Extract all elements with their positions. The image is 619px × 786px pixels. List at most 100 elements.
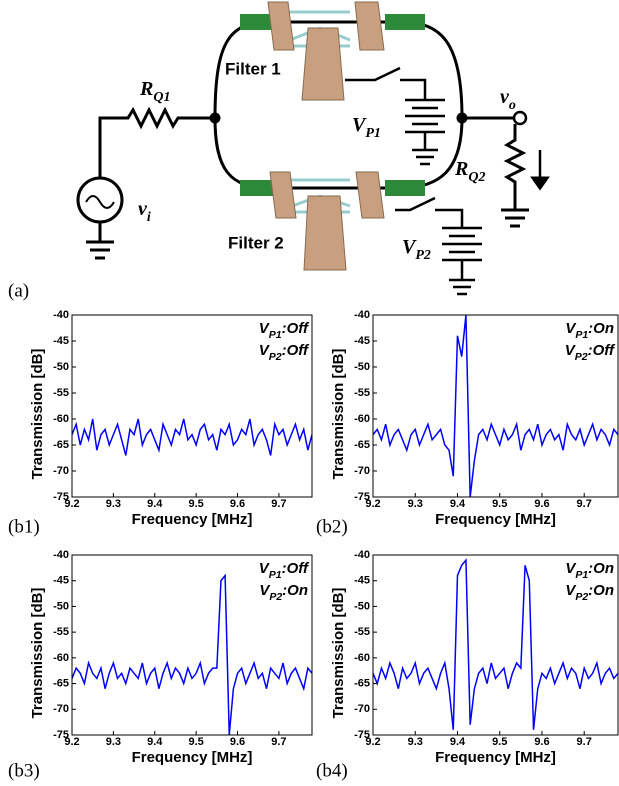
- y-tick-label: -70: [53, 465, 69, 477]
- label-base: V: [565, 342, 577, 359]
- y-tick-label: -75: [53, 729, 69, 741]
- filter-pad: [240, 180, 280, 196]
- x-axis-label: Frequency [MHz]: [132, 511, 253, 528]
- y-tick-label: -40: [53, 549, 69, 561]
- x-axis-label: Frequency [MHz]: [435, 749, 556, 766]
- switch-battery-1: [345, 66, 445, 166]
- y-tick-label: -50: [53, 600, 69, 612]
- y-tick-label: -60: [354, 652, 370, 664]
- label-state: :Off: [282, 320, 310, 337]
- annotation: VP1:Off: [259, 320, 310, 341]
- y-tick-label: -65: [53, 677, 69, 689]
- label-sub: P1: [575, 329, 588, 341]
- x-tick-label: 9.6: [230, 498, 245, 510]
- label-base: v: [500, 86, 510, 108]
- x-tick-label: 9.4: [450, 498, 466, 510]
- filter-pad: [385, 14, 425, 30]
- label-base: V: [565, 560, 577, 577]
- source-wave: [85, 195, 115, 209]
- y-tick-label: -50: [354, 361, 370, 373]
- y-tick-label: -55: [354, 626, 370, 638]
- y-tick-label: -45: [354, 575, 370, 587]
- label-base: V: [259, 320, 271, 337]
- arm-2: [213, 117, 464, 190]
- label-sub: P1: [575, 569, 588, 581]
- diagram-label: vi: [138, 198, 151, 225]
- data-line: [72, 573, 312, 735]
- y-axis-label: Transmission [dB]: [330, 349, 347, 480]
- y-tick-label: -40: [354, 549, 370, 561]
- filter-label: Filter 2: [228, 233, 284, 252]
- y-axis-label: Transmission [dB]: [29, 588, 46, 719]
- x-tick-label: 9.3: [106, 498, 121, 510]
- y-tick-label: -45: [354, 335, 370, 347]
- label-state: :Off: [588, 342, 616, 359]
- label-base: v: [138, 198, 148, 220]
- y-tick-label: -50: [354, 600, 370, 612]
- y-tick-label: -70: [354, 703, 370, 715]
- x-tick-label: 9.7: [271, 498, 286, 510]
- filter-body: [267, 1, 385, 101]
- label-state: :On: [588, 320, 614, 337]
- y-tick-label: -60: [354, 413, 370, 425]
- x-tick-label: 9.6: [230, 736, 245, 748]
- label-state: :Off: [282, 342, 310, 359]
- diagram-label: RQ2: [454, 158, 485, 185]
- x-tick-label: 9.2: [64, 736, 79, 748]
- x-tick-label: 9.5: [188, 498, 203, 510]
- label-sub: i: [147, 210, 151, 225]
- x-tick-label: 9.7: [271, 736, 286, 748]
- annotation: VP2:Off: [565, 342, 616, 363]
- y-tick-label: -40: [354, 309, 370, 321]
- label-sub: Q2: [468, 170, 485, 185]
- plot: [373, 558, 618, 730]
- label-sub: P2: [575, 351, 588, 363]
- y-tick-label: -50: [53, 361, 69, 373]
- x-axis-label: Frequency [MHz]: [132, 749, 253, 766]
- label-base: V: [402, 236, 417, 258]
- x-tick-label: 9.4: [450, 736, 466, 748]
- label-state: :On: [588, 560, 614, 577]
- label-sub: Q1: [153, 90, 170, 105]
- panel-label: (a): [8, 280, 29, 301]
- output: [512, 110, 528, 126]
- y-tick-label: -60: [53, 413, 69, 425]
- annotation: VP2:Off: [259, 342, 310, 363]
- label-sub: P2: [415, 248, 431, 263]
- resistor-rq1: [98, 106, 215, 178]
- diagram-label: vo: [500, 86, 516, 113]
- filter-label: Filter 1: [225, 59, 281, 78]
- label-base: V: [259, 560, 271, 577]
- x-tick-label: 9.4: [147, 498, 163, 510]
- diagram-label: RQ1: [139, 78, 170, 105]
- label-base: V: [565, 320, 577, 337]
- y-tick-label: -65: [354, 677, 370, 689]
- data-line: [373, 558, 618, 730]
- plot-frame: [372, 554, 619, 736]
- plot: [72, 573, 312, 735]
- x-tick-label: 9.5: [492, 498, 507, 510]
- plot-frame: [71, 554, 313, 736]
- x-tick-label: 9.7: [577, 736, 592, 748]
- y-tick-label: -70: [354, 465, 370, 477]
- annotation: VP2:On: [565, 582, 614, 603]
- label-base: R: [139, 78, 153, 100]
- source: [76, 176, 124, 224]
- arrow-head: [530, 176, 550, 191]
- y-tick-label: -70: [53, 703, 69, 715]
- y-tick-label: -75: [354, 491, 370, 503]
- data-line: [373, 315, 618, 497]
- x-tick-label: 9.3: [106, 736, 121, 748]
- label-sub: P1: [269, 569, 282, 581]
- plot-frame: [372, 314, 619, 498]
- label-base: V: [352, 114, 367, 136]
- x-tick-label: 9.5: [188, 736, 203, 748]
- x-tick-label: 9.6: [534, 736, 549, 748]
- annotation: VP1:Off: [259, 560, 310, 581]
- x-tick-label: 9.2: [64, 498, 79, 510]
- diagram-label: VP2: [402, 236, 431, 263]
- y-tick-label: -55: [53, 626, 69, 638]
- x-tick-label: 9.2: [365, 498, 380, 510]
- label-state: :On: [282, 582, 308, 599]
